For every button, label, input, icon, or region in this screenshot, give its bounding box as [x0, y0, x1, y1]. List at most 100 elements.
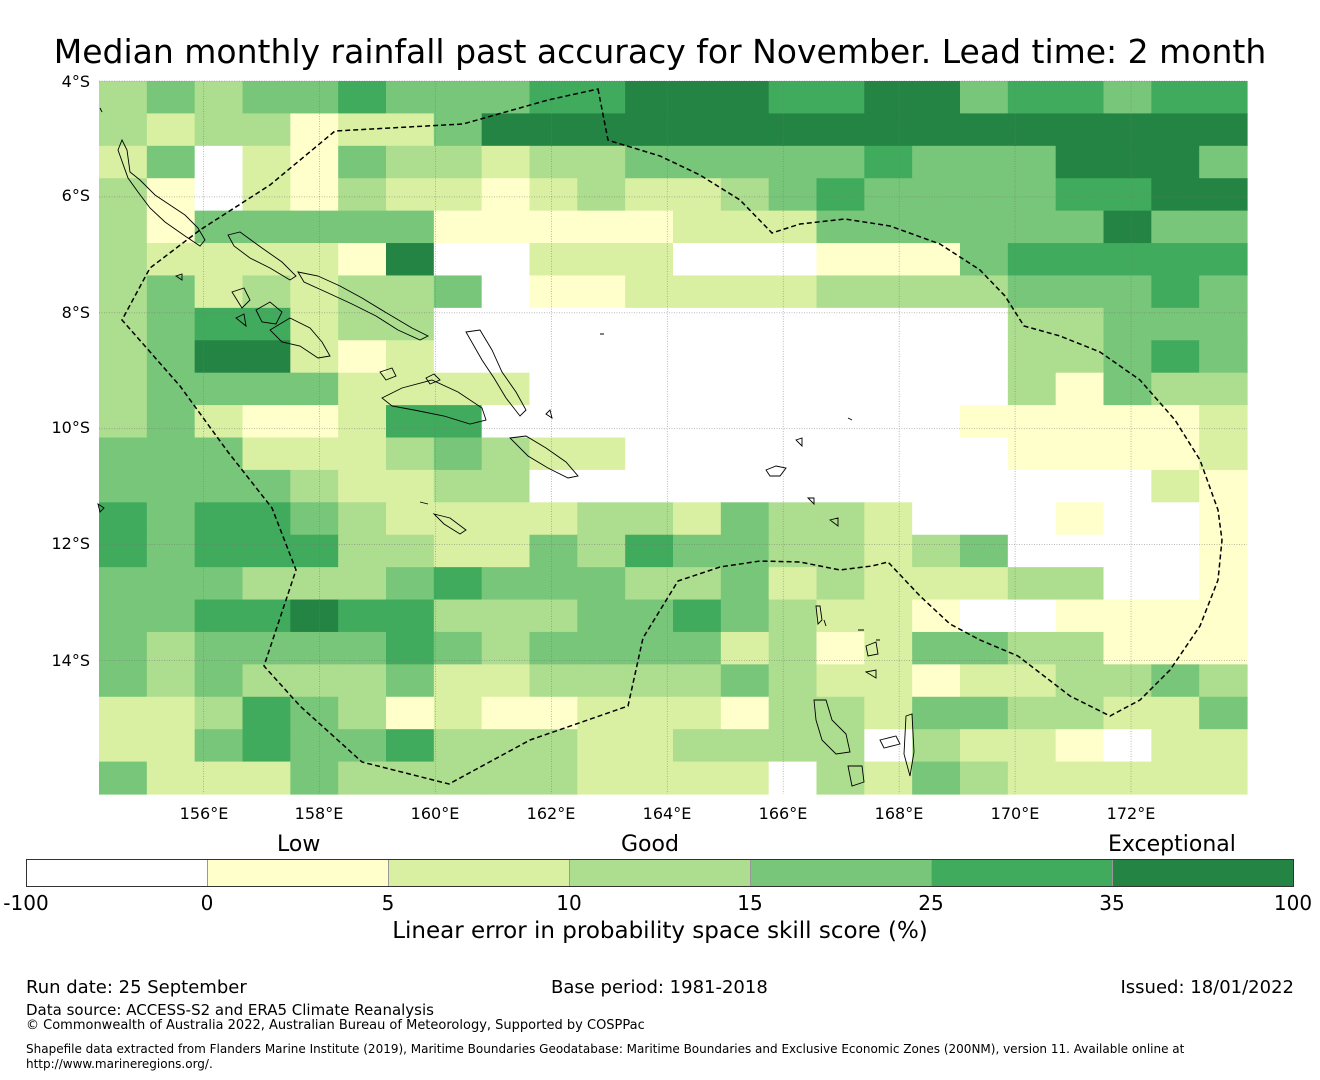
- grid-cell: [242, 502, 291, 536]
- grid-cell: [1007, 275, 1057, 309]
- grid-cell: [577, 631, 626, 665]
- grid-cell: [864, 761, 913, 795]
- grid-cell: [338, 729, 387, 763]
- grid-cell: [768, 567, 818, 601]
- grid-cell: [194, 437, 244, 471]
- grid-cell: [673, 405, 722, 439]
- grid-cell: [338, 275, 387, 309]
- grid-cell: [99, 534, 148, 568]
- grid-cell: [625, 275, 674, 309]
- grid-cell: [577, 210, 626, 244]
- grid-cell: [960, 210, 1009, 244]
- grid-cell: [146, 664, 196, 698]
- lon-label-164e: 164°E: [642, 804, 692, 823]
- grid-cell: [720, 664, 770, 698]
- grid-cell: [338, 567, 387, 601]
- grid-cell: [194, 178, 244, 212]
- grid-cell: [529, 178, 578, 212]
- grid-cell: [146, 81, 196, 115]
- lon-label-156e: 156°E: [179, 804, 229, 823]
- grid-cell: [386, 469, 435, 503]
- grid-cell: [433, 405, 483, 439]
- grid-cell: [242, 567, 291, 601]
- grid-cell: [242, 210, 291, 244]
- grid-cell: [194, 469, 244, 503]
- grid-cell: [960, 405, 1009, 439]
- grid-cell: [625, 210, 674, 244]
- grid-cell: [960, 696, 1009, 730]
- grid-cell: [625, 469, 674, 503]
- colorbar-tick: 35: [1099, 891, 1125, 915]
- grid-cell: [433, 307, 483, 341]
- grid-cell: [99, 275, 148, 309]
- grid-cell: [768, 502, 818, 536]
- island-santa-isabel: [297, 271, 430, 341]
- grid-cell: [1103, 567, 1152, 601]
- grid-cell: [1055, 534, 1105, 568]
- grid-cell: [1199, 469, 1248, 503]
- grid-cell: [768, 275, 818, 309]
- grid-cell: [625, 372, 674, 406]
- grid-cell: [242, 275, 291, 309]
- grid-cell: [194, 534, 244, 568]
- grid-cell: [1007, 534, 1057, 568]
- island-outlines: [97, 107, 915, 787]
- run-date: Run date: 25 September: [26, 977, 247, 998]
- grid-cell: [577, 178, 626, 212]
- grid-cell: [99, 113, 148, 147]
- colorbar-tick: 0: [200, 891, 214, 915]
- grid-cell: [577, 567, 626, 601]
- shapefile-url: http://www.marineregions.org/.: [26, 1057, 213, 1071]
- grid-cell: [673, 307, 722, 341]
- grid-cell: [386, 502, 435, 536]
- grid-cell: [577, 696, 626, 730]
- lat-label-4s: 4°S: [61, 72, 90, 91]
- grid-cell: [577, 307, 626, 341]
- grid-cell: [1055, 664, 1105, 698]
- grid-cell: [242, 534, 291, 568]
- grid-cell: [99, 631, 148, 665]
- grid-cell: [146, 113, 196, 147]
- grid-cell: [577, 729, 626, 763]
- grid-cell: [1151, 599, 1200, 633]
- grid-cell: [529, 113, 578, 147]
- grid-cell: [290, 178, 339, 212]
- grid-cell: [386, 405, 435, 439]
- grid-cell: [816, 567, 865, 601]
- grid-cell: [1007, 696, 1057, 730]
- grid-cell: [1055, 340, 1105, 374]
- grid-cell: [1007, 631, 1057, 665]
- grid-cell: [338, 502, 387, 536]
- grid-cell: [625, 340, 674, 374]
- grid-cell: [1055, 113, 1105, 147]
- grid-cell: [1103, 145, 1152, 179]
- grid-cell: [1103, 307, 1152, 341]
- grid-cell: [1007, 243, 1057, 277]
- grid-cell: [1103, 696, 1152, 730]
- grid-cell: [673, 243, 722, 277]
- grid-cell: [290, 664, 339, 698]
- grid-cell: [481, 405, 531, 439]
- grid-cell: [481, 567, 531, 601]
- grid-cell: [720, 599, 770, 633]
- grid-cell: [816, 372, 865, 406]
- grid-cell: [99, 372, 148, 406]
- grid-cell: [338, 599, 387, 633]
- grid-cell: [577, 113, 626, 147]
- grid-cell: [1055, 502, 1105, 536]
- grid-cell: [433, 113, 483, 147]
- lat-label-14s: 14°S: [51, 651, 90, 670]
- grid-cell: [816, 307, 865, 341]
- grid-cell: [1055, 81, 1105, 115]
- grid-cell: [816, 729, 865, 763]
- grid-cell: [1007, 664, 1057, 698]
- grid-cell: [433, 664, 483, 698]
- grid-cell: [912, 405, 961, 439]
- grid-cell: [481, 81, 531, 115]
- colorbar-title: Linear error in probability space skill …: [392, 918, 928, 944]
- grid-cell: [529, 664, 578, 698]
- grid-cell: [529, 534, 578, 568]
- grid-cell: [960, 567, 1009, 601]
- grid-cell: [194, 567, 244, 601]
- grid-cell: [146, 210, 196, 244]
